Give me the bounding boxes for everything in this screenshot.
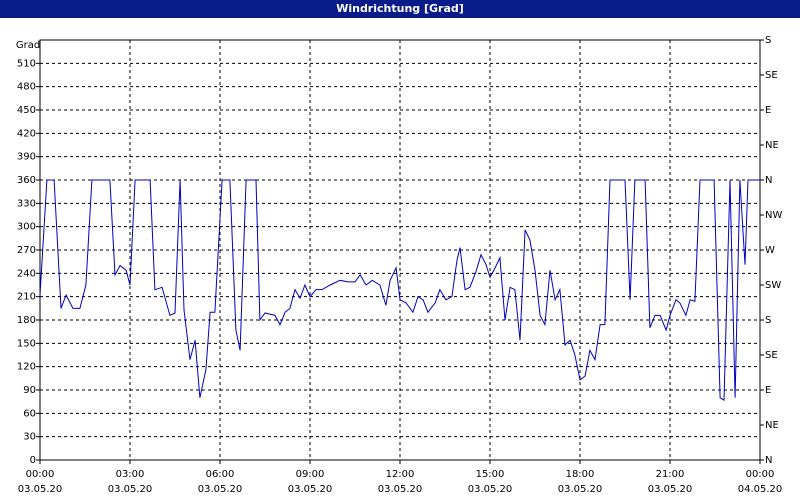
- y-tick-label: 420: [17, 128, 36, 139]
- y2-tick-label: SW: [765, 280, 781, 291]
- y-tick-label: 300: [17, 222, 36, 233]
- y2-tick-label: S: [765, 315, 771, 326]
- x-tick-label: 06:00: [206, 469, 235, 480]
- x-tick-date: 03.05.20: [558, 484, 603, 495]
- x-tick-date: 03.05.20: [648, 484, 693, 495]
- y2-tick-label: S: [765, 35, 771, 46]
- y-tick-label: 150: [17, 338, 36, 349]
- y2-tick-label: NW: [765, 210, 782, 221]
- data-line: [39, 179, 760, 401]
- y-tick-label: 360: [17, 175, 36, 186]
- y-tick-label: 210: [17, 292, 36, 303]
- y2-tick-label: E: [765, 105, 771, 116]
- x-tick-label: 18:00: [566, 469, 595, 480]
- x-tick-date: 03.05.20: [288, 484, 333, 495]
- title-bar: [0, 0, 800, 18]
- x-tick-date: 03.05.20: [108, 484, 153, 495]
- y2-tick-label: SE: [765, 70, 778, 81]
- y-tick-label: 390: [17, 152, 36, 163]
- x-tick-date: 04.05.20: [738, 484, 783, 495]
- x-tick-label: 12:00: [386, 469, 415, 480]
- x-tick-label: 21:00: [656, 469, 685, 480]
- x-tick-date: 03.05.20: [468, 484, 513, 495]
- y-tick-label: 510: [17, 58, 36, 69]
- y-tick-label: 30: [23, 432, 36, 443]
- chart-title: Windrichtung [Grad]: [336, 2, 464, 15]
- y-tick-label: 330: [17, 198, 36, 209]
- x-tick-label: 03:00: [116, 469, 145, 480]
- y-tick-label: 0: [30, 455, 36, 466]
- x-tick-date: 03.05.20: [378, 484, 423, 495]
- y2-tick-label: E: [765, 385, 771, 396]
- x-tick-label: 00:00: [746, 469, 775, 480]
- y-tick-label: 90: [23, 385, 36, 396]
- y-tick-label: 270: [17, 245, 36, 256]
- y-axis-label: Grad: [16, 40, 40, 51]
- y-tick-label: 240: [17, 268, 36, 279]
- y2-tick-label: NE: [765, 420, 779, 431]
- x-tick-label: 00:00: [26, 469, 55, 480]
- x-tick-date: 03.05.20: [18, 484, 63, 495]
- y2-tick-label: W: [765, 245, 775, 256]
- y2-tick-label: N: [765, 455, 772, 466]
- x-tick-label: 09:00: [296, 469, 325, 480]
- y2-tick-label: NE: [765, 140, 779, 151]
- y-tick-label: 60: [23, 408, 36, 419]
- x-tick-date: 03.05.20: [198, 484, 243, 495]
- y-tick-label: 450: [17, 105, 36, 116]
- y2-tick-label: N: [765, 175, 772, 186]
- y2-tick-label: SE: [765, 350, 778, 361]
- y-tick-label: 180: [17, 315, 36, 326]
- x-tick-label: 15:00: [476, 469, 505, 480]
- y-tick-label: 120: [17, 362, 36, 373]
- y-tick-label: 480: [17, 82, 36, 93]
